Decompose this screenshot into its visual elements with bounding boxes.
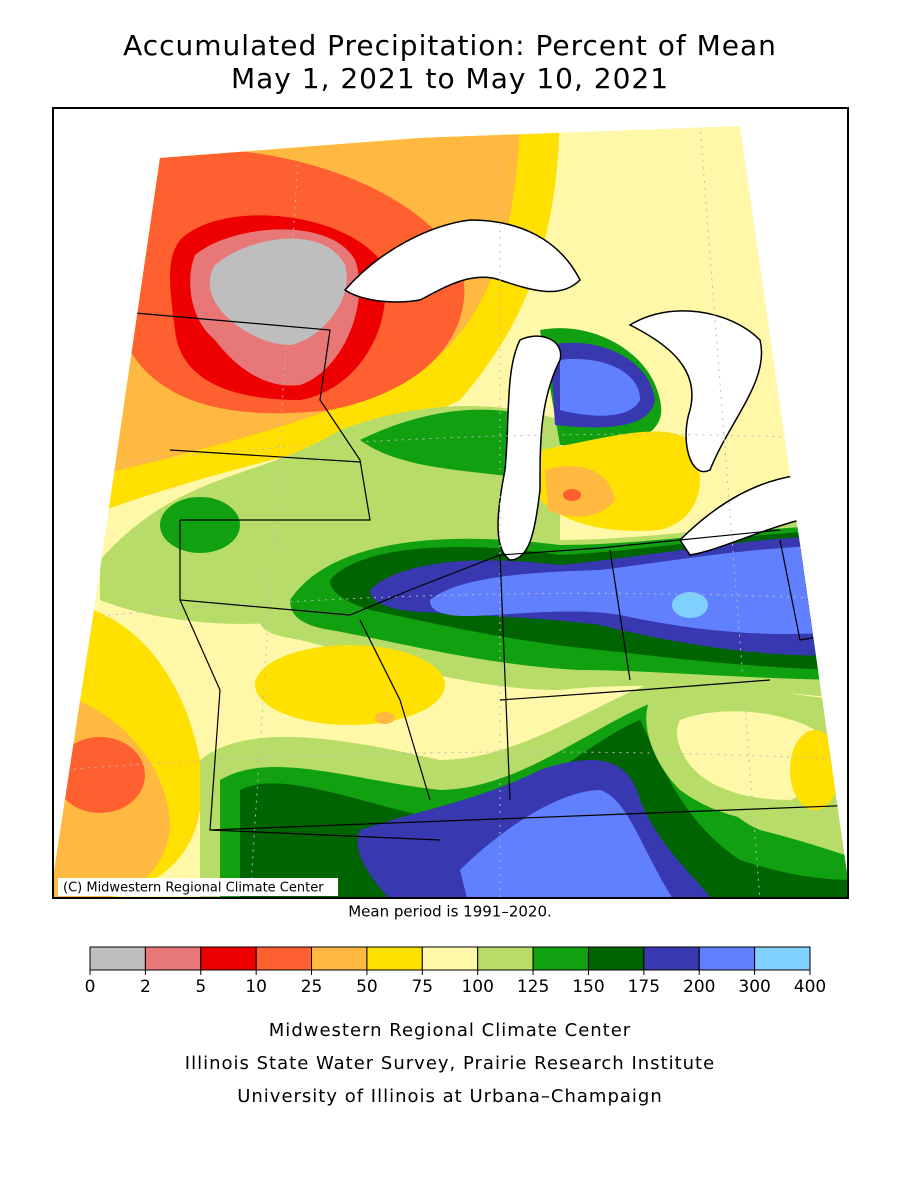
legend-label: 5 <box>195 977 206 997</box>
legend-swatch <box>366 946 423 971</box>
legend-swatch <box>754 946 811 971</box>
legend-label: 175 <box>628 977 660 997</box>
legend-swatch <box>477 946 534 971</box>
legend-label: 25 <box>301 977 323 997</box>
legend-swatch <box>144 946 202 971</box>
legend-swatch <box>421 946 479 971</box>
legend-label: 150 <box>572 977 604 997</box>
subtitle: May 1, 2021 to May 10, 2021 <box>231 62 669 95</box>
legend-label: 300 <box>738 977 770 997</box>
map-frame <box>52 107 849 899</box>
legend-swatch <box>200 946 257 971</box>
legend-label: 200 <box>683 977 715 997</box>
legend: 0 2 5 10 25 50 75 100 125 150 175 200 300 400 <box>85 946 826 997</box>
footer-line: Illinois State Water Survey, Prairie Res… <box>185 1053 715 1074</box>
footer-line: Midwestern Regional Climate Center <box>269 1020 631 1041</box>
copyright: (C) Midwestern Regional Climate Center <box>63 881 324 896</box>
footer-line: University of Illinois at Urbana–Champai… <box>237 1086 663 1107</box>
mean-period-note: Mean period is 1991–2020. <box>348 903 552 921</box>
legend-swatch <box>643 946 700 971</box>
legend-label: 50 <box>356 977 378 997</box>
legend-swatch <box>587 946 645 971</box>
legend-swatch <box>698 946 756 971</box>
legend-label: 125 <box>517 977 549 997</box>
legend-label: 400 <box>794 977 826 997</box>
legend-swatch <box>311 946 368 971</box>
copyright-box <box>58 878 338 896</box>
precip-field <box>53 126 848 898</box>
map: (C) Midwestern Regional Climate Center <box>52 107 849 899</box>
legend-swatch <box>255 946 313 971</box>
legend-swatch <box>532 946 589 971</box>
legend-label: 2 <box>140 977 151 997</box>
legend-label: 100 <box>461 977 493 997</box>
legend-label: 0 <box>85 977 96 997</box>
title: Accumulated Precipitation: Percent of Me… <box>123 29 777 62</box>
legend-label: 75 <box>411 977 433 997</box>
legend-swatch <box>89 946 146 971</box>
legend-label: 10 <box>245 977 267 997</box>
